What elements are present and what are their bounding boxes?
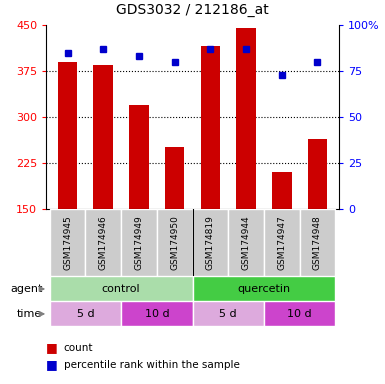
- Text: 5 d: 5 d: [77, 309, 94, 319]
- Bar: [121, 301, 192, 326]
- Bar: [85, 209, 121, 276]
- Text: GSM174945: GSM174945: [63, 215, 72, 270]
- Bar: [300, 209, 335, 276]
- Text: GSM174946: GSM174946: [99, 215, 108, 270]
- Bar: [308, 139, 327, 209]
- Bar: [192, 209, 228, 276]
- Text: ■: ■: [46, 358, 58, 371]
- Text: agent: agent: [10, 284, 42, 294]
- Text: quercetin: quercetin: [237, 284, 290, 294]
- Text: GDS3032 / 212186_at: GDS3032 / 212186_at: [116, 3, 269, 17]
- Text: count: count: [64, 343, 93, 353]
- Bar: [50, 209, 85, 276]
- Text: percentile rank within the sample: percentile rank within the sample: [64, 360, 239, 370]
- Text: GSM174819: GSM174819: [206, 215, 215, 270]
- Bar: [272, 172, 291, 209]
- Text: ■: ■: [46, 341, 58, 354]
- Bar: [94, 65, 113, 209]
- Bar: [201, 46, 220, 209]
- Bar: [192, 301, 264, 326]
- Text: time: time: [17, 309, 42, 319]
- Text: control: control: [102, 284, 141, 294]
- Text: GSM174949: GSM174949: [134, 215, 144, 270]
- Bar: [264, 301, 335, 326]
- Bar: [264, 209, 300, 276]
- Bar: [50, 276, 192, 301]
- Text: 5 d: 5 d: [219, 309, 237, 319]
- Text: GSM174947: GSM174947: [277, 215, 286, 270]
- Bar: [165, 147, 184, 209]
- Text: GSM174944: GSM174944: [241, 215, 251, 270]
- Bar: [129, 105, 149, 209]
- Text: 10 d: 10 d: [287, 309, 312, 319]
- Bar: [50, 301, 121, 326]
- Bar: [157, 209, 192, 276]
- Bar: [58, 62, 77, 209]
- Text: 10 d: 10 d: [144, 309, 169, 319]
- Bar: [192, 276, 335, 301]
- Bar: [121, 209, 157, 276]
- Bar: [236, 28, 256, 209]
- Text: GSM174948: GSM174948: [313, 215, 322, 270]
- Bar: [228, 209, 264, 276]
- Text: GSM174950: GSM174950: [170, 215, 179, 270]
